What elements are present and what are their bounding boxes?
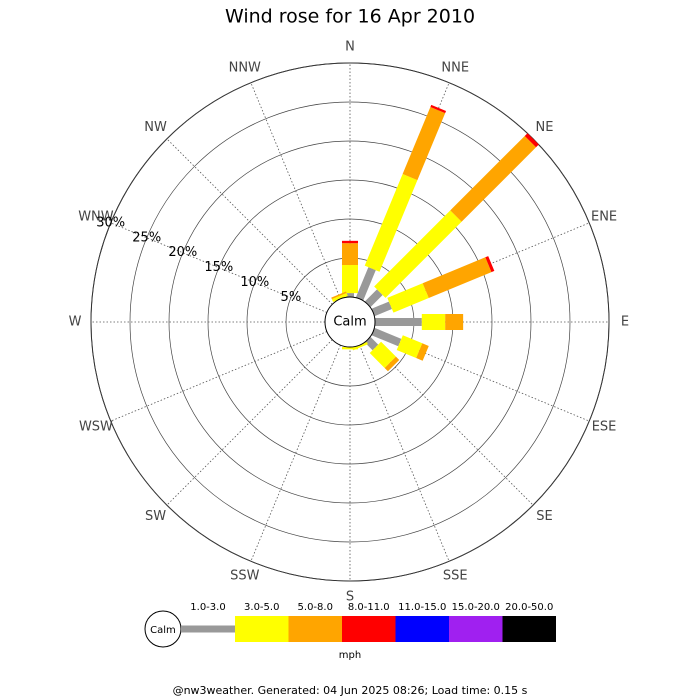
- spoke: [166, 339, 333, 506]
- spoke: [110, 331, 328, 422]
- wind-bar: [355, 267, 376, 301]
- direction-label: ENE: [591, 209, 617, 224]
- direction-label: SE: [536, 509, 552, 524]
- spoke: [359, 344, 450, 562]
- direction-label: SSW: [230, 569, 260, 584]
- direction-label: SSE: [443, 569, 468, 584]
- wind-bar: [371, 301, 392, 317]
- wind-bar: [421, 314, 446, 330]
- spoke: [367, 339, 534, 506]
- wind-bar: [369, 341, 396, 368]
- wind-bar: [445, 314, 464, 330]
- grid-ring: [129, 101, 571, 543]
- legend-label: 1.0-3.0: [190, 602, 225, 613]
- direction-label: N: [345, 40, 355, 55]
- ring-label: 30%: [96, 215, 125, 230]
- wind-bar: [364, 336, 379, 351]
- footer: @nw3weather. Generated: 04 Jun 2025 08:2…: [173, 684, 528, 697]
- direction-label: S: [346, 590, 354, 605]
- wind-bar: [374, 210, 462, 298]
- wind-bar: [524, 133, 539, 148]
- wind-bar: [342, 265, 358, 294]
- ring-label: 25%: [132, 230, 161, 245]
- direction-label: E: [621, 315, 629, 330]
- legend-calm-label: Calm: [150, 625, 176, 636]
- direction-label: ESE: [592, 420, 617, 435]
- legend-label: 20.0-50.0: [505, 602, 553, 613]
- wind-bar: [375, 318, 422, 326]
- ring-label: 15%: [204, 260, 233, 275]
- spoke: [110, 222, 328, 313]
- legend-label: 8.0-11.0: [348, 602, 390, 613]
- direction-label: NNE: [441, 60, 469, 75]
- wind-bar: [364, 174, 418, 272]
- grid-ring: [168, 140, 532, 504]
- wind-bar: [371, 327, 402, 347]
- legend-label: 15.0-20.0: [452, 602, 500, 613]
- wind-bar: [384, 356, 400, 372]
- legend-swatch: [342, 616, 396, 642]
- calm-circle: [324, 296, 376, 348]
- wind-bar: [342, 347, 358, 350]
- wind-bar: [331, 291, 347, 300]
- legend-label: 3.0-5.0: [244, 602, 279, 613]
- ring-label: 10%: [240, 275, 269, 290]
- direction-label: WNW: [78, 209, 114, 224]
- wind-bar: [342, 243, 358, 266]
- direction-label: W: [69, 315, 82, 330]
- wind-bar: [346, 293, 354, 297]
- legend-swatch: [288, 616, 342, 642]
- spoke: [250, 344, 341, 562]
- legend-swatch: [235, 616, 289, 642]
- chart-title: Wind rose for 16 Apr 2010: [225, 6, 475, 28]
- direction-label: NNW: [229, 60, 261, 75]
- direction-label: WSW: [79, 420, 113, 435]
- ring-label: 20%: [168, 245, 197, 260]
- legend-unit: mph: [339, 650, 361, 661]
- legend-swatch: [449, 616, 503, 642]
- wind-bar: [396, 335, 423, 359]
- spoke: [250, 82, 341, 300]
- ring-label: 5%: [281, 290, 302, 305]
- legend-swatch: [502, 616, 556, 642]
- wind-bar: [331, 292, 348, 302]
- legend-swatch: [181, 625, 235, 633]
- legend-label: 5.0-8.0: [298, 602, 333, 613]
- direction-label: SW: [145, 509, 166, 524]
- wind-bar: [430, 104, 447, 114]
- direction-label: NW: [144, 120, 167, 135]
- wind-bar: [387, 283, 429, 313]
- wind-bar: [422, 257, 492, 299]
- direction-label: NE: [535, 120, 553, 135]
- legend-label: 11.0-15.0: [398, 602, 446, 613]
- legend-swatch: [395, 616, 449, 642]
- wind-bar: [450, 135, 537, 222]
- wind-bar: [416, 343, 429, 361]
- grid-ring: [90, 62, 610, 582]
- wind-bar: [402, 107, 446, 181]
- spoke: [166, 138, 333, 305]
- calm-label: Calm: [333, 315, 366, 330]
- wind-bar: [485, 256, 495, 273]
- wind-bar: [364, 289, 383, 308]
- wind-bar: [342, 240, 358, 244]
